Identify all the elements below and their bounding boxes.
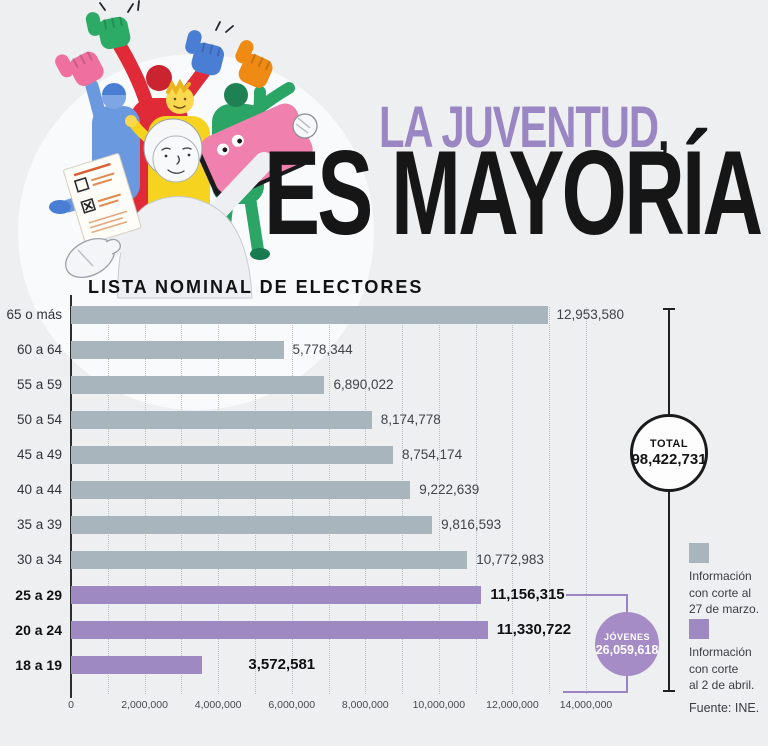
gridline-14 [586, 307, 587, 694]
total-label: TOTAL [649, 438, 689, 450]
bar-row-8 [71, 586, 482, 604]
gridline-3 [181, 307, 183, 694]
value-label-2: 6,890,022 [333, 377, 394, 392]
gridline-2 [144, 307, 146, 694]
total-badge: TOTAL 98,422,731 [630, 414, 708, 492]
bar-row-4 [71, 446, 394, 464]
gridline-12 [512, 307, 514, 694]
gridline-7 [328, 307, 330, 694]
jovenes-badge: JÓVENES 26,059,618 [595, 612, 659, 676]
bar-row-5 [71, 481, 411, 499]
x-axis-tick-4: 8,000,000 [341, 699, 389, 711]
foam-hand-green-icon [83, 0, 140, 54]
gridline-9 [402, 307, 404, 694]
value-label-3: 8,174,778 [380, 412, 441, 427]
age-label-0: 65 o más [6, 307, 62, 322]
x-axis-tick-1: 2,000,000 [121, 699, 168, 711]
age-label-6: 35 a 39 [16, 517, 62, 532]
legend-text-1: Información con corte al 2 de abril. [689, 645, 755, 692]
x-axis-tick-2: 4,000,000 [194, 699, 242, 711]
total-range-line [663, 308, 675, 692]
x-axis-tick-5: 10,000,000 [412, 699, 466, 711]
age-label-1: 60 a 64 [16, 342, 62, 357]
bar-row-0 [71, 306, 548, 324]
x-axis-tick-0: 0 [68, 699, 74, 711]
jovenes-value: 26,059,618 [595, 642, 659, 657]
legend-swatch-0 [689, 543, 709, 563]
hand-on-phone [292, 113, 318, 139]
foam-hand-blue-icon [178, 21, 234, 79]
x-axis-tick-3: 6,000,000 [268, 699, 316, 711]
bar-row-2 [71, 376, 325, 394]
gridline-4 [218, 307, 220, 694]
gridline-10 [438, 307, 440, 694]
bar-row-6 [71, 516, 433, 534]
headline-comma: , [657, 98, 670, 163]
headline-line1: LA JUVENTUD, [379, 95, 670, 163]
pink-phone [197, 103, 313, 200]
age-label-9: 20 a 24 [15, 622, 62, 638]
value-label-1: 5,778,344 [292, 342, 353, 357]
gridline-13 [549, 307, 551, 694]
x-axis-tick-7: 14,000,000 [559, 699, 613, 711]
person-central [94, 118, 274, 299]
age-label-3: 50 a 54 [16, 412, 62, 427]
gridline-8 [365, 307, 367, 694]
legend-text-0: Información con corte al 27 de marzo. [689, 569, 760, 616]
headline-line2: ES MAYORÍA [264, 126, 763, 260]
bar-row-3 [71, 411, 372, 429]
value-label-5: 9,222,639 [419, 482, 480, 497]
value-label-8: 11,156,315 [490, 586, 565, 603]
bar-row-9 [71, 621, 488, 639]
chart-title: LISTA NOMINAL DE ELECTORES [88, 277, 424, 297]
illustration [49, 0, 318, 299]
age-label-5: 40 a 44 [16, 482, 62, 497]
age-label-8: 25 a 29 [15, 587, 62, 603]
gridline-11 [475, 307, 477, 694]
source-note: Fuente: INE. [689, 701, 760, 715]
bar-row-1 [71, 341, 284, 359]
value-label-10: 3,572,581 [248, 656, 316, 673]
value-label-0: 12,953,580 [556, 307, 625, 322]
jovenes-label: JÓVENES [603, 631, 651, 642]
ballot-paper [63, 153, 142, 245]
value-label-6: 9,816,593 [441, 517, 502, 532]
glove-hand [65, 238, 121, 278]
bar-row-10 [71, 656, 203, 674]
age-label-2: 55 a 59 [16, 377, 62, 392]
foam-hand-orange-icon [225, 36, 281, 92]
gridline-6 [291, 307, 293, 694]
value-label-9: 11,330,722 [496, 621, 572, 638]
x-axis-tick-6: 12,000,000 [486, 699, 539, 711]
total-value: 98,422,731 [631, 451, 707, 468]
age-label-4: 45 a 49 [16, 447, 62, 462]
value-label-7: 10,772,983 [476, 552, 544, 567]
age-label-7: 30 a 34 [16, 552, 62, 567]
bar-row-7 [71, 551, 468, 569]
legend-swatch-1 [689, 619, 709, 639]
gridline-5 [254, 307, 256, 694]
age-label-10: 18 a 19 [15, 657, 62, 673]
gridline-1 [107, 307, 109, 694]
value-label-4: 8,754,174 [402, 447, 463, 462]
